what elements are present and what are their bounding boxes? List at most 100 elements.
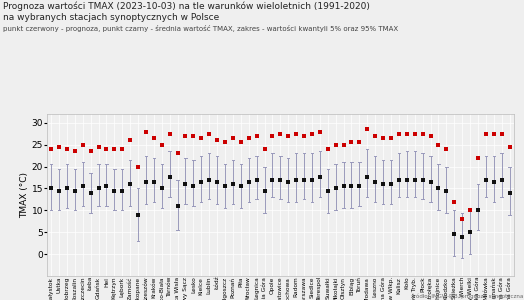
Point: [419, 177, 427, 182]
Point: [110, 188, 118, 193]
Point: [324, 147, 332, 152]
Point: [387, 182, 395, 187]
Text: źródło: IMGW-PIB, prognoza synoptyczna: źródło: IMGW-PIB, prognoza synoptyczna: [411, 294, 523, 299]
Point: [86, 149, 95, 154]
Text: Prognoza wartości TMAX (2023-10-03) na tle warunków wieloletnich (1991-2020): Prognoza wartości TMAX (2023-10-03) na t…: [3, 2, 369, 11]
Point: [300, 134, 308, 138]
Point: [410, 177, 419, 182]
Point: [237, 140, 245, 145]
Point: [474, 208, 482, 213]
Point: [205, 131, 213, 136]
Point: [63, 186, 71, 191]
Point: [71, 188, 79, 193]
Point: [340, 142, 348, 147]
Point: [474, 155, 482, 160]
Point: [134, 164, 142, 169]
Point: [434, 142, 443, 147]
Point: [379, 182, 387, 187]
Point: [158, 186, 166, 191]
Point: [308, 131, 316, 136]
Point: [71, 149, 79, 154]
Point: [482, 177, 490, 182]
Point: [63, 147, 71, 152]
Point: [410, 131, 419, 136]
Point: [363, 127, 372, 132]
Point: [505, 144, 514, 149]
Point: [442, 147, 451, 152]
Point: [466, 208, 474, 213]
Point: [332, 186, 340, 191]
Point: [150, 179, 158, 184]
Point: [466, 230, 474, 235]
Point: [86, 190, 95, 195]
Point: [284, 134, 292, 138]
Point: [118, 147, 126, 152]
Point: [458, 234, 466, 239]
Point: [158, 142, 166, 147]
Point: [489, 131, 498, 136]
Point: [228, 136, 237, 140]
Point: [292, 131, 300, 136]
Point: [126, 138, 134, 143]
Point: [315, 175, 324, 180]
Point: [442, 188, 451, 193]
Point: [181, 134, 190, 138]
Point: [142, 179, 150, 184]
Point: [197, 179, 205, 184]
Point: [47, 147, 56, 152]
Point: [142, 129, 150, 134]
Point: [427, 179, 435, 184]
Point: [355, 184, 364, 189]
Point: [395, 131, 403, 136]
Point: [434, 186, 443, 191]
Point: [228, 182, 237, 187]
Y-axis label: TMAX (°C): TMAX (°C): [20, 172, 29, 218]
Point: [340, 184, 348, 189]
Point: [166, 175, 174, 180]
Point: [276, 177, 285, 182]
Point: [505, 190, 514, 195]
Point: [284, 179, 292, 184]
Point: [221, 140, 229, 145]
Point: [118, 188, 126, 193]
Point: [205, 177, 213, 182]
Point: [150, 136, 158, 140]
Point: [79, 184, 87, 189]
Point: [245, 136, 253, 140]
Point: [379, 136, 387, 140]
Point: [173, 151, 182, 156]
Point: [482, 131, 490, 136]
Point: [102, 184, 111, 189]
Point: [134, 212, 142, 217]
Point: [213, 138, 221, 143]
Point: [419, 131, 427, 136]
Point: [402, 131, 411, 136]
Point: [245, 179, 253, 184]
Point: [110, 147, 118, 152]
Point: [308, 177, 316, 182]
Point: [253, 134, 261, 138]
Point: [181, 182, 190, 187]
Point: [395, 177, 403, 182]
Point: [371, 179, 379, 184]
Point: [102, 147, 111, 152]
Point: [300, 177, 308, 182]
Point: [47, 186, 56, 191]
Point: [497, 177, 506, 182]
Point: [347, 140, 356, 145]
Point: [450, 232, 458, 237]
Point: [253, 177, 261, 182]
Text: punkt czerwony - prognoza, punkt czarny - średnia wartość TMAX, zakres - wartośc: punkt czerwony - prognoza, punkt czarny …: [3, 26, 398, 32]
Point: [94, 144, 103, 149]
Point: [268, 134, 277, 138]
Point: [402, 177, 411, 182]
Point: [497, 131, 506, 136]
Point: [260, 147, 269, 152]
Point: [189, 134, 198, 138]
Point: [387, 136, 395, 140]
Point: [450, 199, 458, 204]
Point: [213, 179, 221, 184]
Point: [458, 217, 466, 221]
Text: na wybranych stacjach synoptycznych w Polsce: na wybranych stacjach synoptycznych w Po…: [3, 14, 219, 22]
Point: [189, 184, 198, 189]
